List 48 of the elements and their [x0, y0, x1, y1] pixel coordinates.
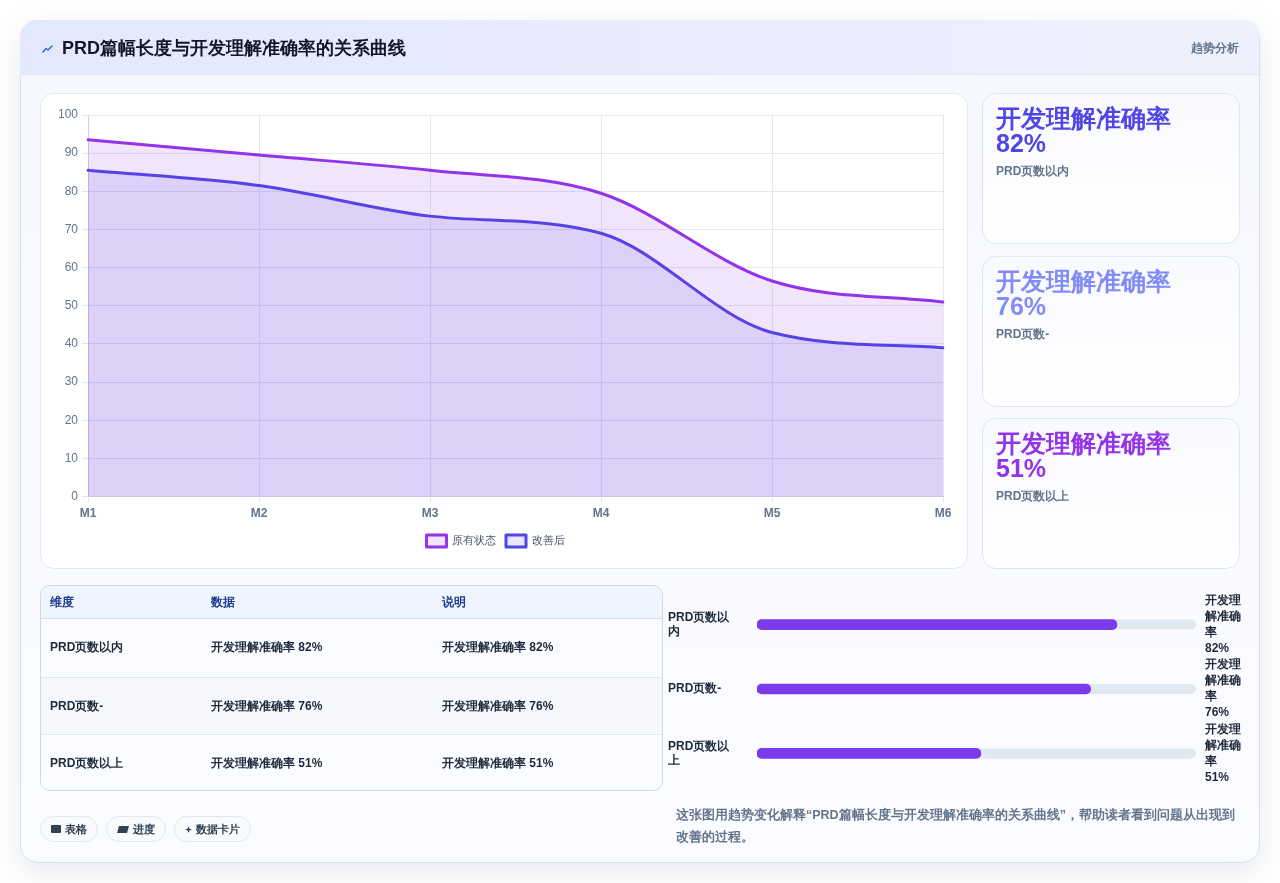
text: PRD页数以上 — [50, 756, 124, 770]
y-tick-label: 10 — [64, 450, 79, 465]
text: 数据卡片 — [196, 821, 240, 837]
category-label: 数据 — [211, 595, 235, 609]
x-tick-label: M6 — [934, 506, 952, 521]
y-tick-label: 20 — [64, 412, 79, 427]
x-tick-label: M3 — [421, 506, 439, 521]
y-tick-label: PRD页数以内 — [668, 609, 731, 639]
text: 表格 — [65, 821, 87, 837]
y-tick-label: 70 — [64, 221, 79, 236]
x-tick-label: M2 — [250, 506, 268, 521]
text: 开发理解准确率 76% — [996, 266, 1171, 320]
data-label: 开发理解准确率 76% — [1204, 657, 1241, 720]
x-tick-label: M1 — [79, 506, 97, 521]
text: 开发理解准确率 82% — [211, 640, 323, 654]
text: 开发理解准确率 76% — [442, 698, 554, 713]
legend-label: 原有状态 — [452, 534, 496, 547]
y-tick-label: 30 — [64, 374, 79, 389]
x-tick-label: M5 — [763, 506, 781, 521]
category-label: PRD页数以内 — [996, 164, 1070, 178]
data-label: 开发理解准确率 51% — [1204, 721, 1241, 784]
text: 进度 — [133, 821, 155, 837]
y-tick-label: 0 — [71, 488, 79, 503]
text: 开发理解准确率 82% — [442, 640, 554, 654]
text: 开发理解准确率 76% — [211, 698, 323, 713]
y-tick-label: 40 — [64, 336, 79, 351]
legend-label: 改善后 — [531, 534, 565, 547]
text: 开发理解准确率 51% — [442, 756, 554, 770]
text: 趋势分析 — [1191, 40, 1239, 56]
text: 这张图用趋势变化解释“PRD篇幅长度与开发理解准确率的关系曲线”，帮助读者看到问题从出现到改善的过程。 — [676, 808, 1235, 844]
y-tick-label: 80 — [64, 183, 79, 198]
category-label: 说明 — [442, 595, 466, 609]
text: 开发理解准确率 51% — [211, 756, 323, 770]
x-tick-label: M4 — [592, 506, 610, 521]
y-tick-label: PRD页数- — [668, 681, 722, 696]
y-tick-label: 90 — [64, 145, 79, 160]
text: PRD篇幅长度与开发理解准确率的关系曲线 — [62, 37, 407, 59]
y-tick-label: 50 — [64, 298, 79, 313]
y-tick-label: PRD页数以上 — [667, 738, 731, 767]
y-tick-label: 60 — [64, 259, 79, 274]
y-tick-label: 100 — [57, 107, 79, 122]
category-label: PRD页数- — [996, 326, 1050, 341]
text: 开发理解准确率 82% — [996, 104, 1171, 157]
text: 开发理解准确率 51% — [996, 429, 1171, 482]
category-label: PRD页数以上 — [996, 489, 1070, 503]
category-label: 维度 — [50, 595, 74, 609]
text: PRD页数以内 — [50, 640, 124, 654]
data-label: 开发理解准确率 82% — [1204, 592, 1241, 655]
